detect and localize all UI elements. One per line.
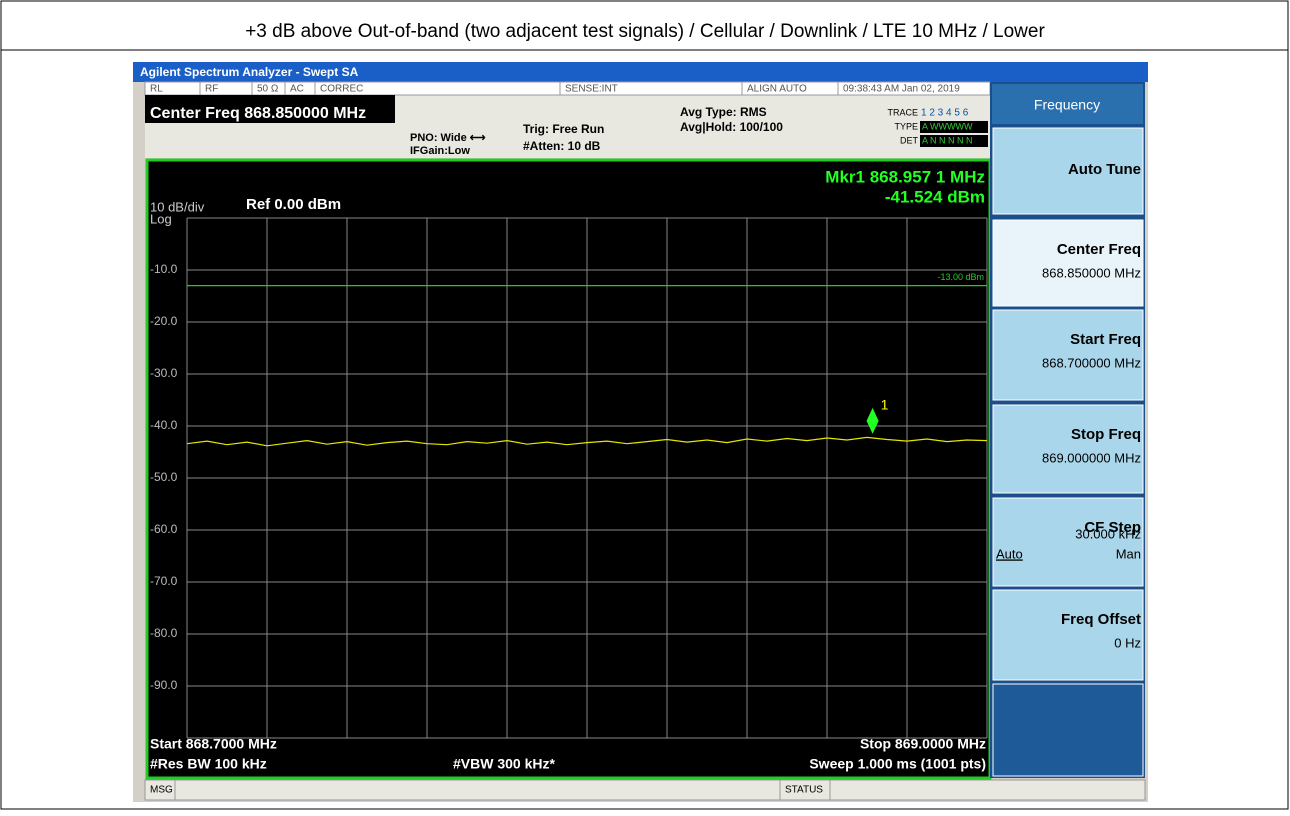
msg: MSG [150, 785, 173, 796]
status-item: ALIGN AUTO [747, 84, 807, 95]
y-tick-label: -80.0 [150, 626, 178, 640]
plot-area [145, 158, 992, 780]
rbw: #Res BW 100 kHz [150, 756, 267, 772]
type-value: A WWWWW [922, 121, 973, 131]
status-item: 09:38:43 AM Jan 02, 2019 [843, 84, 960, 95]
softkey-title-box [992, 84, 1143, 124]
softkey[interactable] [992, 497, 1144, 587]
y-tick-label: -50.0 [150, 470, 178, 484]
softkey[interactable] [992, 219, 1144, 307]
limit-label: -13.00 dBm [937, 272, 984, 282]
trace-nums: 1 2 3 4 5 6 [921, 108, 969, 119]
status-item: RF [205, 84, 218, 95]
center-freq-box [145, 95, 395, 123]
log-label: Log [150, 211, 172, 226]
status-item: SENSE:INT [565, 84, 618, 95]
avg-hold: Avg|Hold: 100/100 [680, 120, 783, 134]
softkey[interactable] [992, 589, 1144, 681]
ref-level: Ref 0.00 dBm [246, 196, 341, 213]
center-freq: Center Freq 868.850000 MHz [150, 105, 366, 122]
det-label: DET [900, 135, 919, 145]
sweep: Sweep 1.000 ms (1001 pts) [809, 756, 986, 772]
softkey-value: 868.850000 MHz [1042, 265, 1141, 280]
trace [186, 436, 988, 447]
y-tick-label: -40.0 [150, 418, 178, 432]
type-box [920, 121, 988, 133]
y-tick-label: -20.0 [150, 314, 178, 328]
softkey-label: Start Freq [1070, 331, 1141, 348]
y-tick-label: -10.0 [150, 262, 178, 276]
softkey-label: Stop Freq [1071, 426, 1141, 443]
softkey-man: Man [1116, 546, 1141, 561]
softkey-title: Frequency [1034, 97, 1100, 113]
det-box [920, 135, 988, 147]
softkey[interactable] [992, 309, 1144, 401]
scale: 10 dB/div [150, 199, 205, 214]
det-value: A N N N N N [922, 135, 973, 145]
status-item: CORREC [320, 84, 363, 95]
bottom-bar [144, 779, 1146, 801]
status-item: RL [150, 84, 163, 95]
marker-id: 1 [881, 397, 889, 413]
softkey-value: 30.000 kHz [1075, 526, 1141, 541]
y-tick-label: -70.0 [150, 574, 178, 588]
status: STATUS [785, 785, 823, 796]
type-label: TYPE [894, 121, 918, 131]
start-freq: Start 868.7000 MHz [150, 736, 277, 752]
window-title: Agilent Spectrum Analyzer - Swept SA [140, 65, 359, 79]
status-item: AC [290, 84, 304, 95]
marker-level: -41.524 dBm [885, 187, 985, 206]
marker-freq: Mkr1 868.957 1 MHz [825, 167, 985, 186]
marker [866, 407, 879, 434]
vbw: #VBW 300 kHz* [453, 756, 555, 772]
softkey-label: Freq Offset [1061, 611, 1141, 628]
softkey-label: CF Step [1084, 519, 1141, 536]
ifgain: IFGain:Low [410, 145, 470, 157]
y-tick-label: -30.0 [150, 366, 178, 380]
y-tick-label: -60.0 [150, 522, 178, 536]
softkey-blank [992, 683, 1144, 777]
softkey-auto: Auto [996, 546, 1023, 561]
title-bar [133, 62, 1148, 82]
softkey[interactable] [992, 404, 1144, 494]
softkey-value: 868.700000 MHz [1042, 355, 1141, 370]
atten: #Atten: 10 dB [523, 139, 601, 153]
softkey-label: Center Freq [1057, 241, 1141, 258]
trace-label: TRACE [887, 107, 918, 117]
avg-type: Avg Type: RMS [680, 105, 767, 119]
caption: +3 dB above Out-of-band (two adjacent te… [245, 21, 1045, 42]
softkey[interactable] [992, 127, 1144, 215]
pno: PNO: Wide ⟷ [410, 132, 486, 144]
y-tick-label: -90.0 [150, 678, 178, 692]
status-item: 50 Ω [257, 84, 279, 95]
softkey-label: Auto Tune [1068, 161, 1141, 178]
trig: Trig: Free Run [523, 122, 604, 136]
stop-freq: Stop 869.0000 MHz [860, 736, 986, 752]
softkey-value: 869.000000 MHz [1042, 450, 1141, 465]
softkey-value: 0 Hz [1114, 635, 1141, 650]
